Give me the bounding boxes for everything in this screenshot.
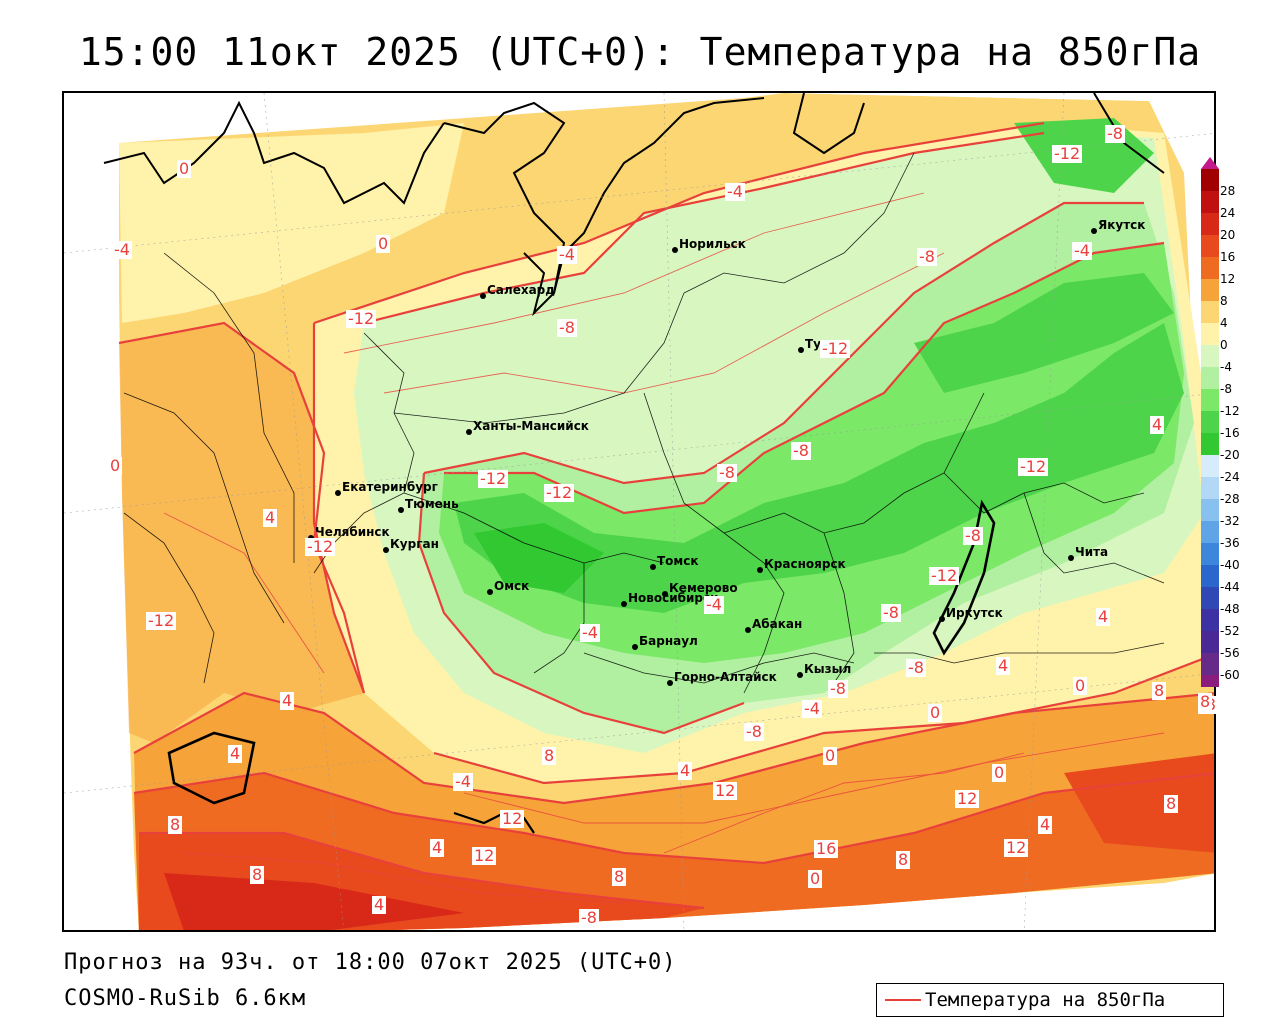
- colorbar-cell: [1201, 433, 1219, 455]
- colorbar-cell: [1201, 521, 1219, 543]
- colorbar-tick-label: -20: [1220, 448, 1240, 462]
- colorbar-tick-label: 20: [1220, 228, 1236, 242]
- colorbar-cell: [1201, 653, 1219, 675]
- colorbar-cell: [1201, 565, 1219, 587]
- temperature-map: [64, 93, 1214, 930]
- colorbar-tick-label: -32: [1220, 514, 1240, 528]
- colorbar-tick-label: -44: [1220, 580, 1240, 594]
- colorbar-tick-label: -12: [1220, 404, 1240, 418]
- outside-domain-top: [119, 93, 424, 143]
- colorbar-tick-label: -52: [1220, 624, 1240, 638]
- colorbar-cell: [1201, 587, 1219, 609]
- colorbar-cell: [1201, 191, 1219, 213]
- outside-domain: [1154, 93, 1214, 169]
- colorbar-cell: [1201, 499, 1219, 521]
- colorbar-tick-label: -4: [1220, 360, 1232, 374]
- map-panel[interactable]: [62, 91, 1216, 932]
- colorbar-cell: [1201, 609, 1219, 631]
- colorbar-cell: [1201, 301, 1219, 323]
- colorbar-tick-label: -40: [1220, 558, 1240, 572]
- colorbar-cell: [1201, 389, 1219, 411]
- colorbar-tick-label: 12: [1220, 272, 1236, 286]
- colorbar-cell: [1201, 477, 1219, 499]
- colorbar-tick-label: -24: [1220, 470, 1240, 484]
- outside-domain-left: [64, 93, 119, 930]
- forecast-info: Прогноз на 93ч. от 18:00 07окт 2025 (UTC…: [64, 950, 677, 975]
- colorbar-cell: [1201, 279, 1219, 301]
- colorbar-tick-label: -48: [1220, 602, 1240, 616]
- colorbar-tick-label: 8: [1220, 294, 1228, 308]
- map-title: 15:00 11окт 2025 (UTC+0): Температура на…: [78, 30, 1202, 74]
- colorbar-cell: [1201, 631, 1219, 653]
- colorbar-cell: [1201, 213, 1219, 235]
- colorbar-cell: [1201, 675, 1219, 687]
- colorbar-cell: [1201, 235, 1219, 257]
- region-borders: [123, 152, 1165, 694]
- colorbar-cell: [1201, 455, 1219, 477]
- colorbar-tick-label: -56: [1220, 646, 1240, 660]
- colorbar-tick-label: -28: [1220, 492, 1240, 506]
- colorbar: [1201, 157, 1219, 687]
- colorbar-cell: [1201, 169, 1219, 191]
- graticule: [64, 93, 1214, 930]
- colorbar-cell: [1201, 543, 1219, 565]
- legend-line-swatch: [885, 999, 921, 1001]
- colorbar-tick-label: 4: [1220, 316, 1228, 330]
- colorbar-cell: [1201, 323, 1219, 345]
- line-legend: Температура на 850гПа: [876, 983, 1224, 1017]
- colorbar-tick-label: -16: [1220, 426, 1240, 440]
- colorbar-max-arrow: [1201, 157, 1219, 169]
- legend-label: Температура на 850гПа: [925, 989, 1166, 1011]
- colorbar-cell: [1201, 257, 1219, 279]
- model-name: COSMO-RuSib 6.6км: [64, 986, 307, 1011]
- colorbar-cell: [1201, 345, 1219, 367]
- colorbar-tick-label: -36: [1220, 536, 1240, 550]
- colorbar-tick-label: -60: [1220, 668, 1240, 682]
- temperature-fields: [119, 93, 1214, 930]
- colorbar-tick-label: 28: [1220, 184, 1236, 198]
- colorbar-tick-label: 16: [1220, 250, 1236, 264]
- colorbar-tick-label: 24: [1220, 206, 1236, 220]
- isotherm-thin-lines: [163, 192, 1165, 904]
- colorbar-cell: [1201, 367, 1219, 389]
- colorbar-cell: [1201, 411, 1219, 433]
- colorbar-tick-label: 0: [1220, 338, 1228, 352]
- colorbar-tick-label: -8: [1220, 382, 1232, 396]
- coastlines: [103, 93, 1165, 834]
